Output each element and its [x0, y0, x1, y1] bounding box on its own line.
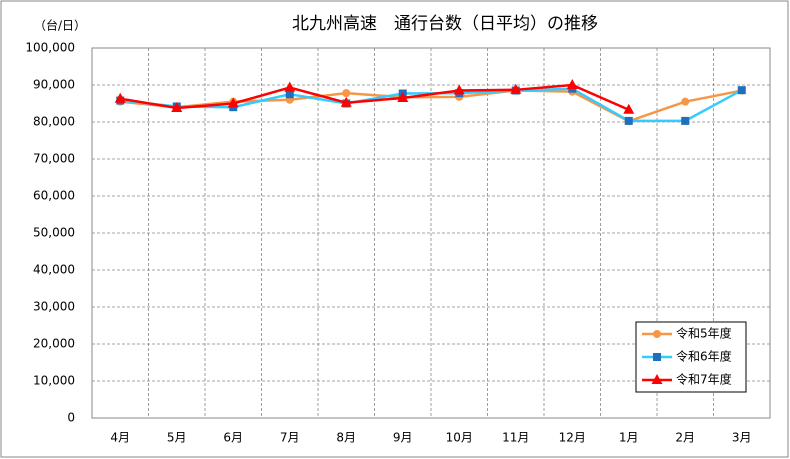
marker: [453, 84, 465, 95]
y-tick-label: 100,000: [25, 41, 75, 55]
y-tick-label: 30,000: [33, 300, 75, 314]
marker: [284, 81, 296, 92]
x-tick-label: 7月: [280, 431, 300, 445]
y-tick-label: 40,000: [33, 263, 75, 277]
marker: [114, 92, 126, 103]
legend-label: 令和7年度: [676, 372, 732, 387]
x-tick-label: 9月: [393, 431, 413, 445]
x-tick-label: 8月: [336, 431, 356, 445]
marker: [623, 103, 635, 114]
x-tick-label: 5月: [167, 431, 187, 445]
marker: [681, 116, 690, 125]
x-tick-label: 2月: [675, 431, 695, 445]
marker: [566, 79, 578, 89]
marker: [171, 101, 183, 112]
marker: [340, 96, 352, 107]
x-tick-label: 10月: [446, 431, 473, 445]
y-axis-label: （台/日）: [34, 18, 86, 33]
y-tick-label: 70,000: [33, 152, 75, 166]
marker: [227, 97, 239, 108]
y-tick-label: 80,000: [33, 115, 75, 129]
x-tick-label: 6月: [223, 431, 243, 445]
series-line: [120, 89, 742, 123]
y-tick-label: 50,000: [33, 226, 75, 240]
x-tick-label: 1月: [619, 431, 639, 445]
marker: [397, 91, 409, 102]
series-line: [120, 83, 630, 111]
marker: [624, 116, 633, 125]
marker: [510, 83, 522, 94]
marker: [653, 330, 661, 338]
y-tick-label: 60,000: [33, 189, 75, 203]
marker: [285, 90, 294, 99]
y-tick-label: 20,000: [33, 337, 75, 351]
chart-title: 北九州高速 通行台数（日平均）の推移: [292, 14, 598, 34]
legend-label: 令和5年度: [676, 326, 732, 341]
x-tick-label: 3月: [732, 431, 752, 445]
y-tick-label: 10,000: [33, 374, 75, 388]
marker: [653, 353, 661, 361]
marker: [342, 89, 351, 98]
marker: [651, 374, 663, 384]
legend-label: 令和6年度: [676, 349, 732, 364]
marker: [737, 86, 746, 95]
x-tick-label: 12月: [559, 431, 586, 445]
y-tick-label: 0: [67, 411, 75, 425]
x-tick-label: 11月: [502, 431, 529, 445]
marker: [681, 97, 690, 106]
y-tick-label: 90,000: [33, 78, 75, 92]
x-tick-label: 4月: [110, 431, 130, 445]
